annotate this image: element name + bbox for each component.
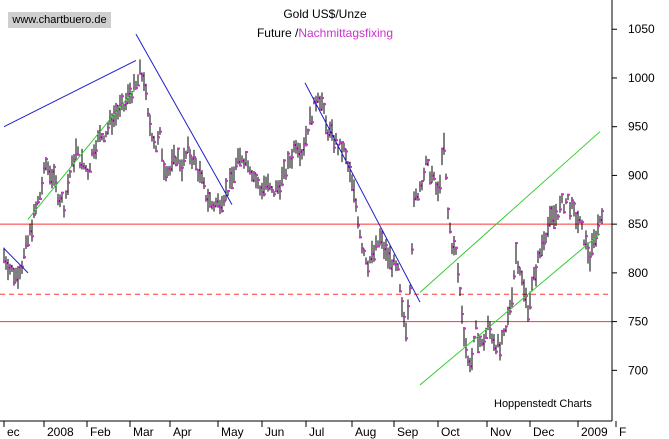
chart-subtitle: Future /Nachmittagsfixing (200, 26, 450, 40)
y-tick-label-900: 900 (628, 168, 648, 182)
x-tick-label: 2008 (47, 425, 74, 439)
chart-title: Gold US$/Unze (283, 7, 367, 21)
x-tick-label: Feb (90, 425, 111, 439)
y-tick-label-1000: 1000 (628, 71, 655, 85)
trend-line-1 (3, 248, 29, 274)
subtitle-magenta: Nachmittagsfixing (298, 26, 394, 40)
x-tick-label: Sep (397, 425, 419, 439)
trend-line-2 (135, 33, 233, 205)
y-tick-label-800: 800 (628, 266, 648, 280)
x-tick-label: Nov (490, 425, 511, 439)
x-tick-label: 2009 (581, 425, 608, 439)
trend-line-4 (304, 82, 421, 303)
x-tick-label: Aug (355, 425, 376, 439)
y-tick-label-750: 750 (628, 315, 648, 329)
y-tick-label-950: 950 (628, 120, 648, 134)
trend-line-7 (419, 233, 601, 386)
support-resistance-levels (0, 223, 612, 323)
trend-line-6 (419, 131, 601, 293)
x-tick-label: Oct (441, 425, 460, 439)
chart-credit: Hoppenstedt Charts (494, 398, 592, 410)
x-tick-label: Apr (173, 425, 192, 439)
x-tick-label: May (221, 425, 244, 439)
x-tick-label: Jun (265, 425, 284, 439)
source-label: www.chartbuero.de (8, 12, 111, 28)
x-tick-label: ec (7, 425, 20, 439)
trend-line-3 (3, 59, 137, 128)
axes: 1050 1000 950 900 850 800 750 700 ec 2008 Feb Mar Ap… (0, 0, 655, 439)
y-tick-label-850: 850 (628, 217, 648, 231)
y-tick-label-1050: 1050 (628, 22, 655, 36)
price-bars (3, 59, 604, 373)
subtitle-black: Future / (256, 26, 299, 40)
x-tick-label: F (619, 425, 626, 439)
trend-line-5 (27, 87, 137, 220)
x-tick-label: Mar (133, 425, 154, 439)
x-tick-label: Dec (533, 425, 554, 439)
y-tick-label-700: 700 (628, 363, 648, 377)
x-tick-label: Jul (309, 425, 324, 439)
trend-lines (3, 33, 601, 386)
